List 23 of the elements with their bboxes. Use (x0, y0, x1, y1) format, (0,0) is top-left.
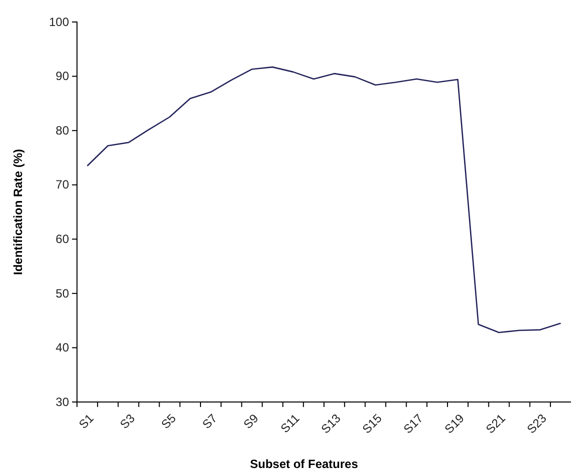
x-tick-label: S9 (240, 410, 262, 432)
x-tick-label: S5 (158, 410, 179, 432)
y-axis-title: Identification Rate (%) (11, 148, 25, 276)
y-tick-label: 40 (56, 340, 70, 355)
y-tick-label: 70 (56, 178, 70, 192)
x-tick-label: S23 (524, 410, 550, 436)
x-tick-label: S19 (442, 410, 468, 436)
x-tick-label: S7 (200, 410, 220, 432)
y-tick-label: 30 (56, 394, 70, 409)
y-tick-label: 60 (56, 232, 70, 246)
y-tick-label: 80 (56, 123, 70, 138)
y-tick-label: 90 (56, 69, 70, 84)
x-axis-title: Subset of Features (250, 457, 358, 471)
x-tick-label: S3 (117, 410, 138, 432)
line-series (86, 66, 562, 334)
y-tick-label: 100 (48, 14, 70, 29)
x-tick-label: S11 (278, 410, 302, 436)
x-tick-label: S17 (400, 410, 426, 436)
x-tick-label: S21 (483, 410, 508, 436)
x-tick-label: S15 (360, 410, 385, 436)
x-tick-label: S13 (318, 410, 344, 436)
x-tick-label: S1 (76, 410, 97, 432)
y-tick-label: 50 (56, 286, 70, 300)
